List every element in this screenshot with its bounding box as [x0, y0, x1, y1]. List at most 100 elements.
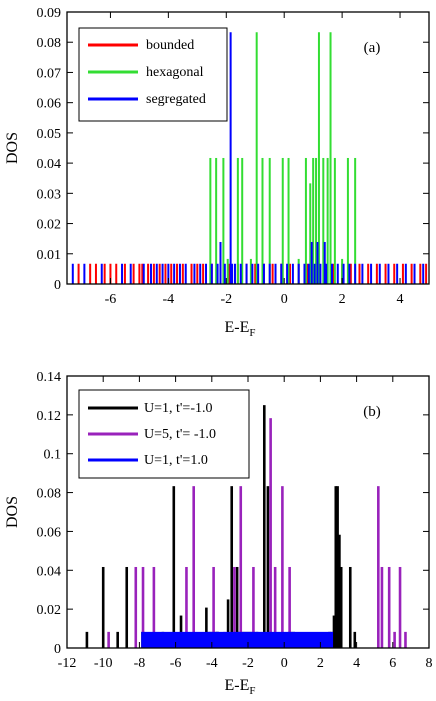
panel-a-series1-bar-1 — [215, 157, 218, 284]
panel-a-series1-bar-9 — [268, 157, 271, 284]
panel-a-series0-bar-34 — [332, 263, 335, 284]
panel-b-ytick-label-3: 0.06 — [37, 525, 62, 540]
panel-a-series2-bar-16 — [178, 263, 181, 284]
panel-a-series0-bar-19 — [202, 263, 205, 284]
panel-a-series2-bar-31 — [268, 263, 271, 284]
panel-a-xtick-label-0: -6 — [105, 292, 117, 307]
panel-a-series1-bar-14 — [309, 183, 312, 284]
panel-a-series0-bar-0 — [77, 263, 80, 284]
panel-a-series2-bar-18 — [193, 263, 196, 284]
panel-a-xtick-label-1: -4 — [163, 292, 175, 307]
panel-b-series1-bar-6 — [212, 566, 215, 648]
panel-b-series1-bar-4 — [185, 566, 188, 648]
panel-b-series0-bar-5 — [172, 486, 176, 648]
panel-b-series0-bar-11 — [235, 566, 239, 648]
panel-a-series2-bar-30 — [262, 263, 265, 284]
panel-a-series0-bar-36 — [349, 263, 352, 284]
panel-b-ytick-label-5: 0.1 — [44, 448, 62, 463]
panel-a-series2-bar-9 — [129, 263, 132, 284]
panel-a-legend: bounded hexagonal segregated — [78, 27, 228, 122]
panel-a-series2-bar-10 — [142, 263, 145, 284]
panel-b-xlabel-main: E-E — [225, 677, 250, 694]
panel-b-series1-bar-15 — [377, 486, 380, 648]
panel-b-ytick-label-0: 0 — [54, 642, 61, 657]
panel-b-series1-bar-1 — [134, 566, 138, 648]
panel-a-series1-bar-7 — [255, 32, 258, 285]
panel-a-series1-bar-15 — [312, 157, 315, 284]
panel-a-series2-bar-40 — [319, 263, 322, 284]
panel-a-series2-bar-53 — [413, 263, 416, 284]
panel-b-series0-bar-6 — [179, 615, 183, 648]
panel-a-series2-bar-23 — [223, 263, 226, 284]
panel-b-series0-bar-1 — [101, 566, 105, 648]
panel-b-series0-bar-20 — [338, 534, 341, 648]
panel-a-series1-bar-16 — [315, 157, 318, 284]
panel-a-series2-bar-17 — [184, 263, 187, 284]
panel-b-series0-bar-22 — [348, 566, 352, 648]
panel-a-series2-bar-4 — [323, 241, 326, 284]
panel-a-series1-bar-0 — [209, 157, 212, 284]
panel-a-series2-bar-0 — [219, 241, 222, 284]
panel-b-series0-bar-18 — [334, 486, 338, 648]
panel-b-legend-label-u1-t1: U=1, t'=1.0 — [144, 453, 208, 468]
panel-b-ylabel: DOS — [4, 496, 21, 528]
panel-a-series1-bar-19 — [326, 157, 329, 284]
panel-a-series1-bar-5 — [241, 157, 244, 284]
panel-a-ytick-label-9: 0.09 — [37, 6, 62, 21]
panel-a-series2-bar-47 — [361, 263, 364, 284]
panel-b-series1-bar-2 — [141, 566, 145, 648]
panel-b-xtick-label-6: 0 — [281, 656, 288, 671]
panel-b-ytick-label-6: 0.12 — [37, 409, 62, 424]
panel-a-series0-bar-44 — [419, 263, 422, 284]
panel-a-series2-bar-42 — [330, 263, 333, 284]
panel-b-legend: U=1, t'=-1.0 U=5, t'= -1.0 U=1, t'=1.0 — [78, 389, 250, 479]
panel-a-series2-bar-29 — [257, 263, 260, 284]
panel-a-series2-bar-24 — [231, 263, 234, 284]
panel-a-xlabel-main: E-E — [225, 319, 250, 336]
panel-a-series2-bar-35 — [291, 263, 294, 284]
panel-a-series1-bar-22 — [341, 258, 344, 284]
panel-a-series1-bar-6 — [249, 258, 252, 284]
panel-a-series2-bar-52 — [404, 263, 407, 284]
panel-a-bars — [71, 32, 428, 285]
panel-b-ytick-label-1: 0.02 — [37, 603, 62, 618]
panel-b-xlabel-sub: F — [249, 685, 255, 697]
panel-a-series1-bar-13 — [304, 157, 307, 284]
panel-a-series2-bar-26 — [239, 263, 242, 284]
panel-b-legend-label-u5-tm1: U=5, t'= -1.0 — [144, 427, 216, 442]
panel-a-ticks: -6 -4 -2 0 2 4 0 0.01 0.02 0.03 0.04 0.05 0.06 0.07 0.… — [37, 6, 429, 307]
panel-a-series2-bar-22 — [216, 263, 219, 284]
panel-a-series1-bar-4 — [236, 157, 239, 284]
panel-a-series0-bar-10 — [147, 263, 150, 284]
panel-a-series2-bar-37 — [303, 263, 306, 284]
panel-b-series0-bar-2 — [116, 631, 119, 648]
panel-a-series2-bar-14 — [167, 263, 170, 284]
panel-a-series1-bar-2 — [222, 157, 225, 284]
panel-a-ytick-label-8: 0.08 — [37, 36, 62, 51]
panel-a-series2-bar-19 — [199, 263, 202, 284]
panel-a-series0-bar-12 — [158, 263, 161, 284]
panel-b-legend-label-u1-tm1: U=1, t'=-1.0 — [144, 401, 212, 416]
panel-b-xtick-label-1: -10 — [94, 656, 113, 671]
panel-a-ytick-label-5: 0.05 — [37, 127, 62, 142]
panel-b-series0-bar-9 — [226, 599, 230, 648]
panel-b-xtick-label-4: -4 — [206, 656, 218, 671]
panel-b-series0-bar-7 — [205, 607, 208, 648]
panel-a-series0-bar-31 — [306, 263, 309, 284]
panel-b: -12 -10 -8 -6 -4 -2 0 2 4 6 8 0 0.02 0.04 0.06 0.08 0.1 0… — [4, 370, 433, 697]
panel-b-series0-bar-13 — [262, 405, 266, 648]
panel-b-xtick-label-7: 2 — [317, 656, 324, 671]
panel-a-series2-bar-3 — [316, 241, 319, 284]
panel-b-series1-bar-20 — [404, 631, 407, 648]
panel-a-series2-bar-43 — [336, 263, 339, 284]
panel-a-series2-bar-7 — [100, 263, 103, 284]
panel-b-series1-bar-18 — [393, 631, 396, 648]
panel-a-series2-bar-41 — [325, 263, 328, 284]
panel-a-xlabel-sub: F — [249, 327, 255, 339]
panel-b-series0-bar-0 — [85, 631, 89, 648]
panel-a-legend-label-segregated: segregated — [146, 92, 206, 107]
panel-a-series1-bar-8 — [261, 157, 264, 284]
panel-a-ytick-label-0: 0 — [54, 278, 61, 293]
panel-a-series2-bar-45 — [348, 263, 351, 284]
panel-b-series0-bar-19 — [336, 486, 339, 648]
